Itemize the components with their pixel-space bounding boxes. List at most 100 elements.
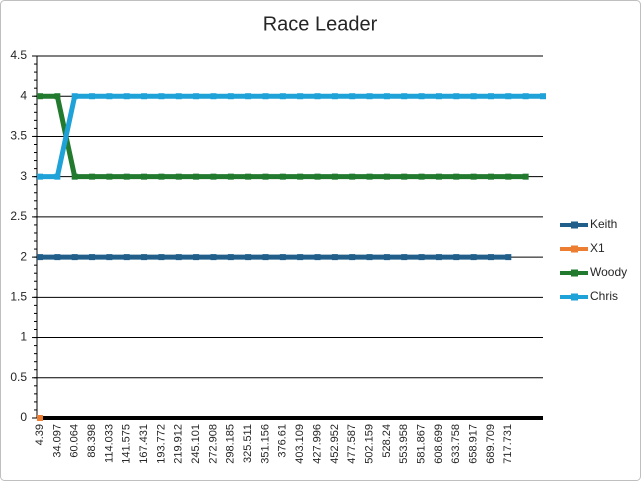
x-tick-label: 717.731 <box>502 424 514 464</box>
legend-label: Chris <box>590 289 618 303</box>
x-tick-label: 376.61 <box>277 424 289 458</box>
x-tick-label: 427.996 <box>311 424 323 464</box>
point-marker <box>418 173 425 180</box>
y-tick-label: 1.5 <box>10 290 27 304</box>
point-marker <box>401 254 408 261</box>
point-marker <box>158 93 165 100</box>
point-marker <box>262 254 269 261</box>
point-marker <box>71 93 78 100</box>
point-marker <box>487 173 494 180</box>
x-tick-label: 553.958 <box>398 424 410 464</box>
point-marker <box>470 254 477 261</box>
point-marker <box>401 93 408 100</box>
point-marker <box>37 173 43 180</box>
point-marker <box>245 173 252 180</box>
x-tick-label: 658.917 <box>468 424 480 464</box>
point-marker <box>505 173 512 180</box>
x-tick-label: 4.39 <box>34 424 46 445</box>
point-marker <box>262 173 269 180</box>
point-marker <box>401 173 408 180</box>
point-marker <box>453 93 460 100</box>
point-marker <box>175 254 182 261</box>
point-marker <box>314 93 321 100</box>
x-tick-label: 167.431 <box>138 424 150 464</box>
legend-marker <box>571 245 578 253</box>
x-tick-label: 452.952 <box>329 424 341 464</box>
legend-label: X1 <box>590 241 605 255</box>
point-marker <box>193 173 200 180</box>
x-tick-label: 502.159 <box>363 424 375 464</box>
point-marker <box>193 254 200 261</box>
point-marker <box>505 93 512 100</box>
point-marker <box>470 173 477 180</box>
x-tick-label: 60.064 <box>69 424 81 458</box>
y-tick-label: 2 <box>20 249 27 263</box>
legend-label: Keith <box>590 217 617 231</box>
x-tick-label: 88.398 <box>86 424 98 458</box>
point-marker <box>349 93 356 100</box>
legend-marker <box>571 221 578 229</box>
point-marker <box>71 254 78 261</box>
point-marker <box>314 254 321 261</box>
x-tick-label: 34.097 <box>51 424 63 458</box>
x-tick-label: 403.109 <box>294 424 306 464</box>
point-marker <box>383 93 390 100</box>
point-marker <box>314 173 321 180</box>
point-marker <box>522 173 529 180</box>
x-tick-label: 193.772 <box>155 424 167 464</box>
chart-title: Race Leader <box>263 13 378 35</box>
point-marker <box>227 173 234 180</box>
point-marker <box>123 93 130 100</box>
point-marker <box>210 254 217 261</box>
point-marker <box>141 93 148 100</box>
point-marker <box>435 254 442 261</box>
x-tick-label: 477.587 <box>346 424 358 464</box>
point-marker <box>505 254 512 261</box>
point-marker <box>279 93 286 100</box>
point-marker <box>71 173 78 180</box>
point-marker <box>366 173 373 180</box>
x-tick-label: 633.758 <box>450 424 462 464</box>
point-marker <box>158 173 165 180</box>
legend-marker <box>571 293 578 301</box>
y-tick-label: 1 <box>20 330 27 344</box>
point-marker <box>89 173 96 180</box>
y-tick-label: 4 <box>20 88 27 102</box>
x-tick-label: 608.699 <box>433 424 445 464</box>
x-tick-label: 272.908 <box>207 424 219 464</box>
point-marker <box>210 93 217 100</box>
point-marker <box>54 93 61 100</box>
x-tick-label: 689.709 <box>485 424 497 464</box>
point-marker <box>297 254 304 261</box>
point-marker <box>383 254 390 261</box>
x-tick-label: 528.24 <box>381 424 393 458</box>
x-tick-label: 245.101 <box>190 424 202 464</box>
y-tick-label: 0.5 <box>10 370 27 384</box>
point-marker <box>435 173 442 180</box>
point-marker <box>210 173 217 180</box>
point-marker <box>106 173 113 180</box>
point-marker <box>262 93 269 100</box>
point-marker <box>418 93 425 100</box>
point-marker <box>141 173 148 180</box>
y-tick-label: 4.5 <box>10 48 27 62</box>
x-tick-label: 298.185 <box>225 424 237 464</box>
point-marker <box>297 173 304 180</box>
point-marker <box>37 415 43 421</box>
point-marker <box>418 254 425 261</box>
point-marker <box>141 254 148 261</box>
point-marker <box>227 93 234 100</box>
point-marker <box>487 254 494 261</box>
point-marker <box>331 173 338 180</box>
point-marker <box>453 173 460 180</box>
point-marker <box>245 93 252 100</box>
y-tick-label: 3 <box>20 169 27 183</box>
point-marker <box>54 254 61 261</box>
point-marker <box>175 93 182 100</box>
point-marker <box>470 93 477 100</box>
point-marker <box>89 93 96 100</box>
point-marker <box>106 254 113 261</box>
x-tick-label: 581.867 <box>415 424 427 464</box>
